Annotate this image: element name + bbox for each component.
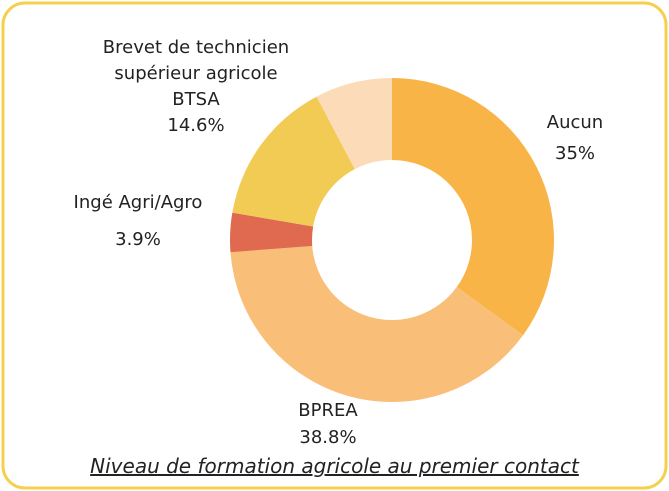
value-label: 38.8% — [299, 427, 357, 448]
donut-segment — [230, 212, 314, 253]
value-label: 14.6% — [167, 115, 225, 136]
category-label: Brevet de technicien supérieur agricole … — [102, 37, 290, 110]
category-label: BPREA — [298, 400, 358, 421]
donut-segment — [232, 96, 355, 227]
category-label: Ingé Agri/Agro — [73, 192, 203, 213]
value-label: 35% — [554, 143, 596, 164]
donut-segment — [392, 78, 554, 336]
value-label: 3.9% — [115, 229, 161, 250]
donut-segment — [316, 78, 392, 170]
donut-segment — [230, 246, 524, 402]
chart-title: Niveau de formation agricole au premier … — [90, 454, 579, 478]
category-label: Aucun — [546, 112, 604, 133]
